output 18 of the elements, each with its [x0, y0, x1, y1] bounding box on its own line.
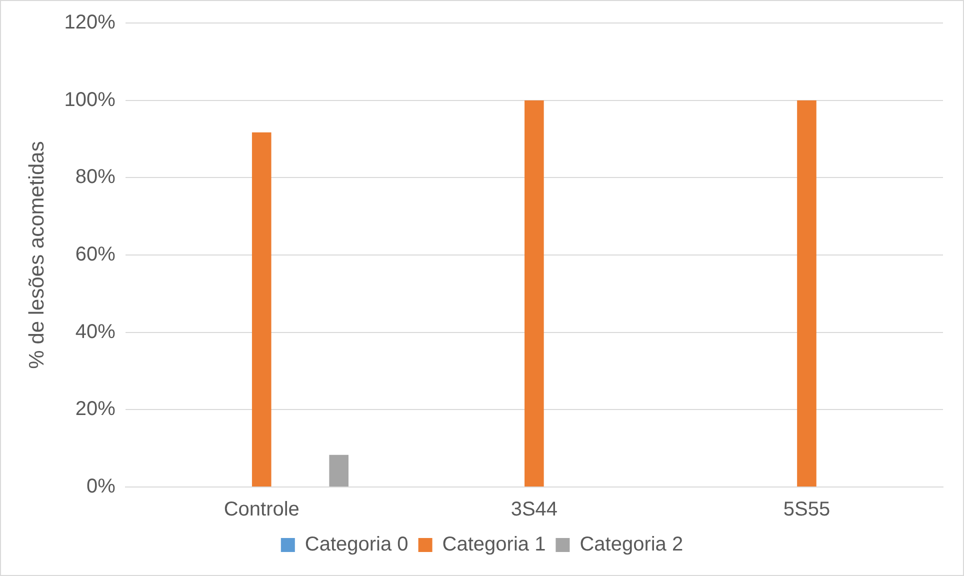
- legend-label: Categoria 0: [304, 534, 408, 556]
- y-tick-label: 120%: [64, 12, 116, 34]
- y-tick-label: 60%: [75, 244, 116, 266]
- x-tick-label: Controle: [224, 498, 300, 521]
- y-tick-label: 100%: [64, 88, 116, 111]
- legend-label: Categoria 2: [580, 534, 684, 556]
- y-axis-title: % de lesões acometidas: [25, 141, 48, 369]
- x-tick-label: 5S55: [783, 498, 830, 521]
- bar: [797, 100, 816, 486]
- y-tick-label: 0%: [86, 476, 116, 498]
- y-tick-label: 40%: [75, 320, 116, 343]
- x-tick-label: 3S44: [510, 498, 558, 521]
- bar: [252, 132, 272, 486]
- bar: [524, 100, 544, 486]
- y-tick-label: 20%: [75, 398, 116, 420]
- bar: [329, 454, 348, 486]
- y-tick-label: 80%: [75, 166, 116, 188]
- legend-label: Categoria 1: [442, 534, 546, 556]
